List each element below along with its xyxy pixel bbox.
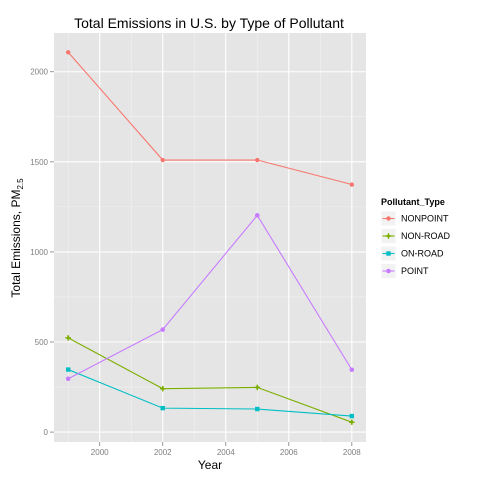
legend-key-marker [386, 268, 391, 274]
plot-panel [54, 33, 366, 442]
y-axis-title-subscript: 2.5 [16, 178, 25, 190]
legend-key-marker [386, 216, 391, 221]
legend-label: ON-ROAD [401, 249, 444, 259]
x-tick-label: 2006 [280, 448, 298, 457]
grid-minor [54, 33, 366, 442]
x-tick-label: 2008 [343, 448, 361, 457]
data-point-nonpoint [255, 157, 260, 163]
legend-key-marker [386, 251, 391, 256]
data-point-non-road [254, 384, 261, 391]
x-tick-label: 2004 [217, 448, 235, 457]
data-point-point [160, 327, 166, 332]
data-point-non-road [65, 335, 71, 341]
series-line-point [67, 214, 353, 380]
legend-key-marker [385, 233, 392, 239]
grid-major [54, 33, 366, 442]
y-tick-label: 0 [44, 428, 49, 437]
data-point-on-road [160, 405, 165, 411]
legend-title: Pollutant_Type [381, 197, 445, 207]
series-line-nonpoint [67, 51, 352, 186]
legend-item-nonpoint: NONPOINT [380, 210, 449, 227]
legend-label: NONPOINT [401, 214, 449, 224]
data-point-point [65, 376, 71, 382]
y-tick-label: 500 [35, 338, 49, 347]
legend: Pollutant_Type NONPOINT NON-ROAD ON-ROAD PO… [380, 197, 450, 279]
data-point-non-road [159, 385, 166, 392]
legend-label: NON-ROAD [401, 231, 450, 241]
y-axis-title-main: Total Emissions, PM [9, 190, 23, 298]
series-line-non-road [67, 337, 353, 423]
x-axis-title: Year [198, 458, 222, 472]
x-tick-label: 2002 [154, 448, 172, 457]
data-point-on-road [349, 413, 355, 419]
data-point-point [254, 213, 260, 218]
data-point-non-road [349, 419, 355, 425]
data-point-nonpoint [349, 182, 355, 187]
x-tick-label: 2000 [91, 448, 109, 457]
legend-items: NONPOINT NON-ROAD ON-ROAD POINT [380, 210, 450, 279]
data-point-on-road [255, 406, 260, 412]
data-point-nonpoint [160, 157, 165, 163]
y-tick-label: 1500 [30, 158, 48, 167]
legend-item-point: POINT [380, 263, 429, 279]
data-point-nonpoint [65, 50, 71, 55]
chart-title: Total Emissions in U.S. by Type of Pollu… [74, 15, 344, 31]
y-axis-ticks: 0 500 1000 1500 2000 [30, 68, 54, 437]
legend-item-non-road: NON-ROAD [380, 228, 450, 244]
series-points [65, 50, 355, 425]
y-tick-label: 2000 [30, 68, 48, 77]
y-axis-title: Total Emissions, PM2.5 [9, 178, 25, 298]
legend-label: POINT [401, 266, 429, 276]
legend-item-on-road: ON-ROAD [380, 245, 444, 262]
data-point-on-road [65, 367, 71, 372]
x-axis-ticks: 2000 2002 2004 2006 2008 [91, 442, 361, 457]
series-line-on-road [67, 369, 352, 417]
data-point-point [349, 367, 355, 373]
series-lines [67, 51, 353, 423]
y-tick-label: 1000 [30, 248, 48, 257]
